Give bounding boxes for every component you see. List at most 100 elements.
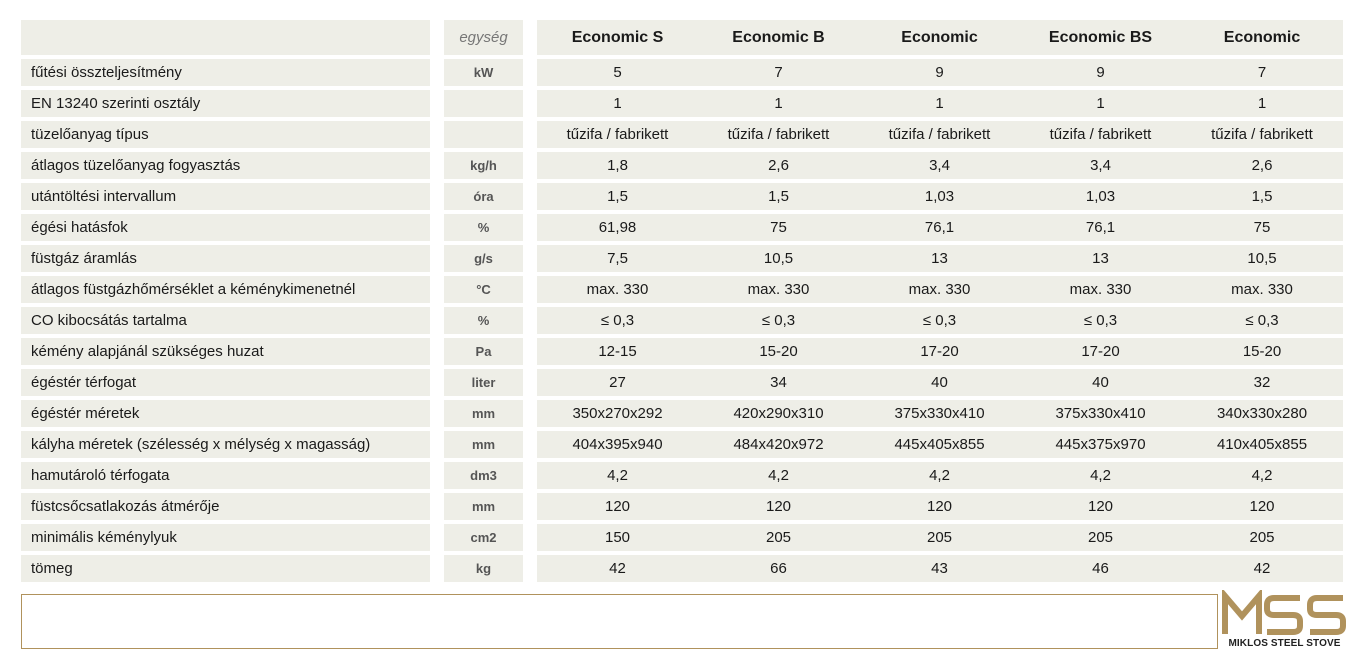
spec-value: 13 (1020, 245, 1181, 276)
spec-value: 205 (859, 524, 1020, 555)
spec-value: 445x405x855 (859, 431, 1020, 462)
spec-value: 1,5 (537, 183, 698, 214)
spec-unit: liter (444, 369, 523, 400)
footer-box (21, 594, 1218, 649)
column-gap (523, 462, 537, 493)
spec-value: 75 (698, 214, 859, 245)
spec-label: hamutároló térfogata (21, 462, 430, 493)
spec-value: 120 (1020, 493, 1181, 524)
column-gap (430, 493, 444, 524)
spec-value: 46 (1020, 555, 1181, 586)
spec-value: 13 (859, 245, 1020, 276)
spec-value: max. 330 (859, 276, 1020, 307)
spec-value: 42 (537, 555, 698, 586)
spec-unit: % (444, 307, 523, 338)
spec-label: kályha méretek (szélesség x mélység x ma… (21, 431, 430, 462)
spec-unit: kg/h (444, 152, 523, 183)
spec-value: 1 (537, 90, 698, 121)
spec-value: 7 (1181, 59, 1343, 90)
spec-value: 66 (698, 555, 859, 586)
spec-label: átlagos tüzelőanyag fogyasztás (21, 152, 430, 183)
spec-value: tűzifa / fabrikett (537, 121, 698, 152)
spec-label: égéstér térfogat (21, 369, 430, 400)
spec-value: 120 (859, 493, 1020, 524)
column-gap (523, 183, 537, 214)
column-gap (430, 369, 444, 400)
spec-value: 375x330x410 (859, 400, 1020, 431)
spec-value: 120 (1181, 493, 1343, 524)
spec-value: tűzifa / fabrikett (859, 121, 1020, 152)
spec-value: ≤ 0,3 (537, 307, 698, 338)
spec-value: ≤ 0,3 (1181, 307, 1343, 338)
spec-value: 350x270x292 (537, 400, 698, 431)
spec-table: egység Economic S Economic B Economic Econom… (21, 20, 1343, 586)
spec-label: minimális kéménylyuk (21, 524, 430, 555)
column-gap (430, 307, 444, 338)
spec-value: 410x405x855 (1181, 431, 1343, 462)
column-gap (430, 214, 444, 245)
spec-value: 76,1 (1020, 214, 1181, 245)
spec-value: 15-20 (1181, 338, 1343, 369)
column-gap (430, 276, 444, 307)
spec-value: 9 (1020, 59, 1181, 90)
model-header: Economic S (537, 20, 698, 59)
column-gap (523, 121, 537, 152)
column-gap (523, 524, 537, 555)
spec-value: 1 (1020, 90, 1181, 121)
spec-value: max. 330 (1181, 276, 1343, 307)
spec-label: átlagos füstgázhőmérséklet a kéménykimen… (21, 276, 430, 307)
spec-value: ≤ 0,3 (698, 307, 859, 338)
model-header: Economic B (698, 20, 859, 59)
column-gap (430, 338, 444, 369)
spec-value: 1 (1181, 90, 1343, 121)
column-gap (523, 555, 537, 586)
spec-value: 340x330x280 (1181, 400, 1343, 431)
column-gap (430, 183, 444, 214)
spec-value: 4,2 (1181, 462, 1343, 493)
spec-unit: mm (444, 493, 523, 524)
spec-label: füstcsőcsatlakozás átmérője (21, 493, 430, 524)
model-header: Economic BS (1020, 20, 1181, 59)
column-gap (430, 245, 444, 276)
spec-value: 205 (1020, 524, 1181, 555)
spec-label: EN 13240 szerinti osztály (21, 90, 430, 121)
column-gap (523, 493, 537, 524)
spec-unit: % (444, 214, 523, 245)
column-gap (523, 59, 537, 90)
column-gap (430, 90, 444, 121)
spec-label: utántöltési intervallum (21, 183, 430, 214)
column-gap (523, 245, 537, 276)
spec-value: ≤ 0,3 (1020, 307, 1181, 338)
spec-value: 10,5 (1181, 245, 1343, 276)
spec-value: ≤ 0,3 (859, 307, 1020, 338)
spec-value: 205 (698, 524, 859, 555)
spec-value: 27 (537, 369, 698, 400)
column-gap (523, 307, 537, 338)
unit-header: egység (444, 20, 523, 59)
spec-value: 150 (537, 524, 698, 555)
spec-value: 12-15 (537, 338, 698, 369)
spec-value: tűzifa / fabrikett (1020, 121, 1181, 152)
header-blank-cell (21, 20, 430, 59)
spec-unit: mm (444, 431, 523, 462)
column-gap (430, 431, 444, 462)
spec-value: 75 (1181, 214, 1343, 245)
spec-value: 484x420x972 (698, 431, 859, 462)
spec-unit: mm (444, 400, 523, 431)
spec-value: 1 (859, 90, 1020, 121)
spec-value: 3,4 (1020, 152, 1181, 183)
spec-label: égési hatásfok (21, 214, 430, 245)
spec-value: 40 (859, 369, 1020, 400)
column-gap (523, 214, 537, 245)
spec-value: 4,2 (698, 462, 859, 493)
spec-value: 7 (698, 59, 859, 90)
column-gap (430, 400, 444, 431)
spec-value: 1,03 (1020, 183, 1181, 214)
spec-value: 7,5 (537, 245, 698, 276)
spec-value: 3,4 (859, 152, 1020, 183)
spec-value: max. 330 (1020, 276, 1181, 307)
spec-unit: cm2 (444, 524, 523, 555)
spec-value: 76,1 (859, 214, 1020, 245)
column-gap (523, 20, 537, 59)
spec-unit: g/s (444, 245, 523, 276)
